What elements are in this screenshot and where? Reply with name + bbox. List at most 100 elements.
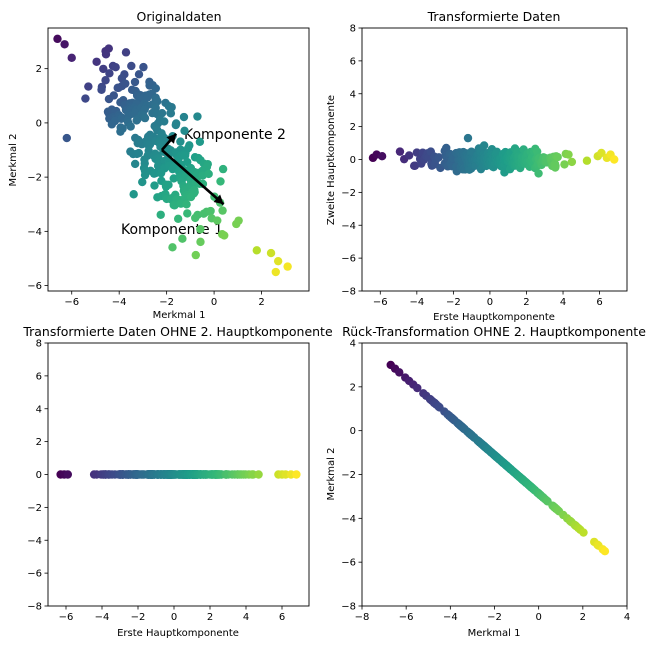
data-point [130,77,140,87]
data-point [410,161,420,170]
data-point [273,256,283,266]
data-point [216,177,225,186]
subplot-title: Rück-Transformation OHNE 2. Hauptkompone… [342,324,646,339]
data-point [283,262,292,271]
x-tick-label: 0 [211,297,217,308]
y-tick-label: 2 [36,64,42,75]
y-tick-label: 2 [350,122,356,133]
data-point [53,34,62,44]
y-tick-label: 6 [36,371,42,382]
data-point [126,122,135,131]
y-tick-label: 8 [350,24,356,35]
data-point [134,148,144,158]
x-tick-label: −4 [443,612,458,623]
data-point [180,126,189,136]
x-tick-label: −4 [95,612,110,623]
x-tick-label: 4 [243,612,249,623]
data-point [84,82,93,91]
x-tick-label: −2 [159,297,174,308]
data-point [582,156,592,165]
data-point [60,40,69,49]
data-point [116,127,125,136]
data-point [479,141,489,150]
subplot-transformierte-daten-ohne-pc2: Transformierte Daten OHNE 2. Hauptkompon… [22,324,333,639]
y-tick-label: 2 [36,437,42,448]
y-tick-label: 0 [350,426,356,437]
arrow-label-komponente-2: Komponente 2 [184,127,286,143]
data-point [395,368,404,377]
data-point [81,94,90,103]
y-tick-label: −6 [341,558,356,569]
x-tick-label: −4 [112,297,127,308]
data-point [121,48,131,57]
y-axis-label: Merkmal 2 [326,448,337,501]
subplot-originaldaten: Originaldaten Merkmal 1 Merkmal 2 Kompon… [8,9,310,321]
arrow-head [166,133,177,144]
data-point [101,76,110,85]
data-point [171,120,180,130]
data-point [109,91,118,100]
data-point [196,237,205,247]
data-point [254,470,263,479]
x-tick-label: 2 [258,297,264,308]
subplot-title: Transformierte Daten [427,9,561,24]
data-point [377,152,387,161]
y-axis-label: Zweite Hauptkomponente [326,95,337,225]
data-point [176,137,185,146]
x-tick-label: 0 [535,612,541,623]
data-point [63,470,72,479]
data-point [600,547,610,556]
data-point [179,112,189,122]
y-tick-label: −4 [341,221,356,232]
x-axis-label: Erste Hauptkomponente [433,312,555,323]
x-tick-label: −6 [399,612,414,623]
data-point [292,470,301,479]
x-axis-label: Merkmal 1 [153,310,206,321]
scatter-points [386,360,610,556]
x-tick-label: 4 [624,612,630,623]
y-axis-label: Merkmal 2 [8,134,19,187]
data-point [139,62,148,72]
subplot-title: Originaldaten [136,9,221,24]
data-point [218,164,228,174]
data-point [67,53,76,63]
data-point [191,250,200,260]
x-axis-label: Erste Hauptkomponente [117,628,239,639]
plot-area: −6 −4 −2 0 2 4 6 −8 −6 −4 −2 0 2 4 6 8 [27,339,310,623]
data-point [252,246,261,255]
x-tick-label: −4 [409,297,424,308]
data-point [107,120,117,129]
subplot-transformierte-daten: Transformierte Daten Erste Hauptkomponen… [326,9,628,323]
y-tick-label: 0 [350,155,356,166]
data-point [567,157,577,167]
data-point [191,213,200,223]
data-point [168,243,177,252]
x-tick-label: −6 [64,297,79,308]
data-point [134,70,144,79]
data-point [183,209,192,218]
y-tick-label: −2 [27,503,42,514]
y-tick-label: 6 [350,56,356,67]
data-point [193,112,202,121]
y-tick-label: −6 [27,569,42,580]
data-point [127,61,136,71]
data-point [597,148,606,158]
data-point [183,157,192,167]
data-point [178,234,187,243]
y-tick-label: 4 [350,89,356,100]
arrow-head [213,194,224,205]
data-point [140,113,150,123]
y-tick-label: 0 [36,118,42,129]
data-point [220,231,229,240]
x-tick-label: −6 [59,612,74,623]
data-point [551,161,560,171]
data-point [62,133,72,143]
data-point [553,152,562,162]
x-tick-label: 0 [171,612,177,623]
data-point [111,62,120,72]
scatter-points [368,133,619,178]
data-point [99,64,108,74]
data-point [166,109,176,118]
y-tick-label: 0 [36,470,42,481]
